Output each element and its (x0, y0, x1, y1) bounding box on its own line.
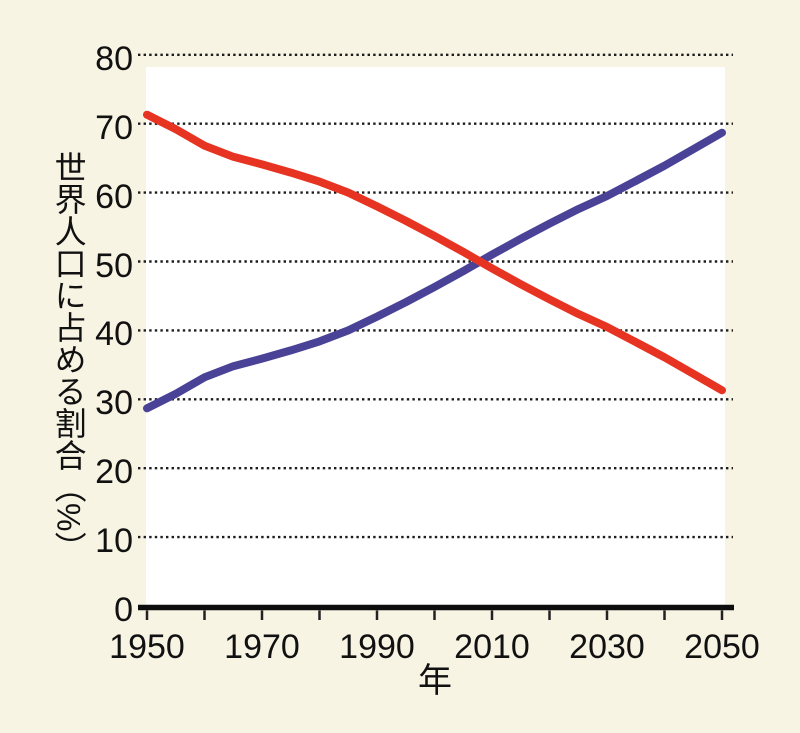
y-tick-label-80: 80 (95, 40, 133, 78)
x-tick-label-1970: 1970 (224, 628, 300, 666)
y-tick-label-0: 0 (114, 591, 133, 629)
x-tick-label-2030: 2030 (569, 628, 645, 666)
y-tick-label-40: 40 (95, 315, 133, 353)
y-tick-label-50: 50 (95, 247, 133, 285)
y-tick-label-20: 20 (95, 453, 133, 491)
x-tick-label-1990: 1990 (339, 628, 415, 666)
x-tick-label-1950: 1950 (109, 628, 185, 666)
x-tick-label-2050: 2050 (684, 628, 760, 666)
plot-area (146, 67, 725, 606)
y-tick-label-70: 70 (95, 109, 133, 147)
y-tick-label-10: 10 (95, 522, 133, 560)
y-tick-label-60: 60 (95, 178, 133, 216)
series-red-falling-line (143, 110, 726, 395)
y-axis-title: 世界人口に占める割合（%） (50, 151, 87, 564)
x-axis-title: 年 (418, 662, 452, 700)
series-blue-rising-line (143, 128, 726, 413)
y-tick-label-30: 30 (95, 384, 133, 422)
x-tick-label-2010: 2010 (454, 628, 530, 666)
